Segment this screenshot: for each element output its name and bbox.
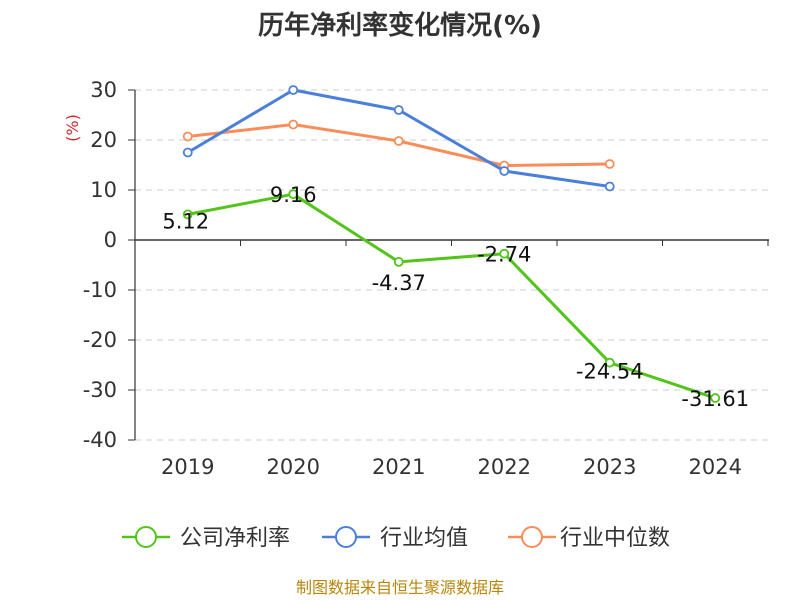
data-labels: 5.12 9.16 -4.37 -2.74 -24.54 -31.61 (162, 183, 749, 411)
series-line-0 (187, 192, 716, 400)
y-tick-label: -10 (83, 278, 117, 302)
x-tick-label: 2022 (478, 455, 531, 479)
data-label: -24.54 (576, 360, 644, 384)
chart-title: 历年净利率变化情况(%) (258, 10, 542, 41)
data-label: -31.61 (681, 387, 749, 411)
x-tick-label: 2021 (372, 455, 425, 479)
data-point[interactable] (710, 393, 721, 403)
y-tick-label: -30 (83, 378, 117, 402)
legend-item-0[interactable]: 公司净利率 (122, 526, 290, 551)
y-tick-label: -40 (83, 428, 117, 452)
x-tick-label: 2023 (583, 455, 636, 479)
data-label: -4.37 (372, 271, 426, 295)
y-axis-label: (%) (63, 114, 82, 142)
data-point[interactable] (393, 256, 404, 267)
y-tick-label: 0 (104, 228, 117, 252)
data-point[interactable] (499, 166, 510, 176)
data-point[interactable] (604, 159, 615, 169)
legend[interactable]: 公司净利率 行业均值 行业中位数 (122, 526, 670, 551)
y-tick-label: 10 (90, 178, 117, 202)
data-label: -2.74 (477, 243, 531, 267)
source-note: 制图数据来自恒生聚源数据库 (296, 578, 504, 597)
legend-item-1[interactable]: 行业均值 (322, 526, 468, 551)
series-layer (182, 85, 721, 403)
legend-item-2[interactable]: 行业中位数 (508, 526, 670, 551)
data-point[interactable] (499, 248, 510, 259)
data-point[interactable] (288, 119, 299, 130)
data-point[interactable] (393, 105, 404, 115)
x-tick-label: 2019 (161, 455, 214, 479)
data-point[interactable] (393, 136, 404, 146)
y-tick-label: 20 (90, 128, 117, 152)
data-point[interactable] (182, 131, 193, 142)
data-point[interactable] (182, 147, 193, 158)
data-label: 5.12 (162, 209, 209, 233)
data-label: 9.16 (270, 183, 317, 207)
data-point[interactable] (604, 181, 615, 192)
legend-label: 行业均值 (380, 526, 468, 551)
axes: 2019 2020 2021 2022 2023 2024 (134, 90, 769, 479)
legend-marker (521, 526, 543, 548)
y-tick-label: -20 (83, 328, 117, 352)
data-point[interactable] (288, 189, 299, 200)
data-point[interactable] (604, 357, 615, 368)
legend-label: 公司净利率 (180, 526, 290, 551)
legend-marker (135, 526, 157, 548)
data-point[interactable] (288, 85, 299, 95)
gridlines: 30 20 10 0 -10 -20 -30 -40 (83, 78, 768, 452)
data-point[interactable] (182, 209, 193, 220)
y-tick-label: 30 (90, 78, 117, 102)
legend-marker (335, 526, 357, 548)
x-tick-label: 2024 (689, 455, 742, 479)
legend-label: 行业中位数 (560, 526, 670, 551)
x-tick-label: 2020 (267, 455, 320, 479)
